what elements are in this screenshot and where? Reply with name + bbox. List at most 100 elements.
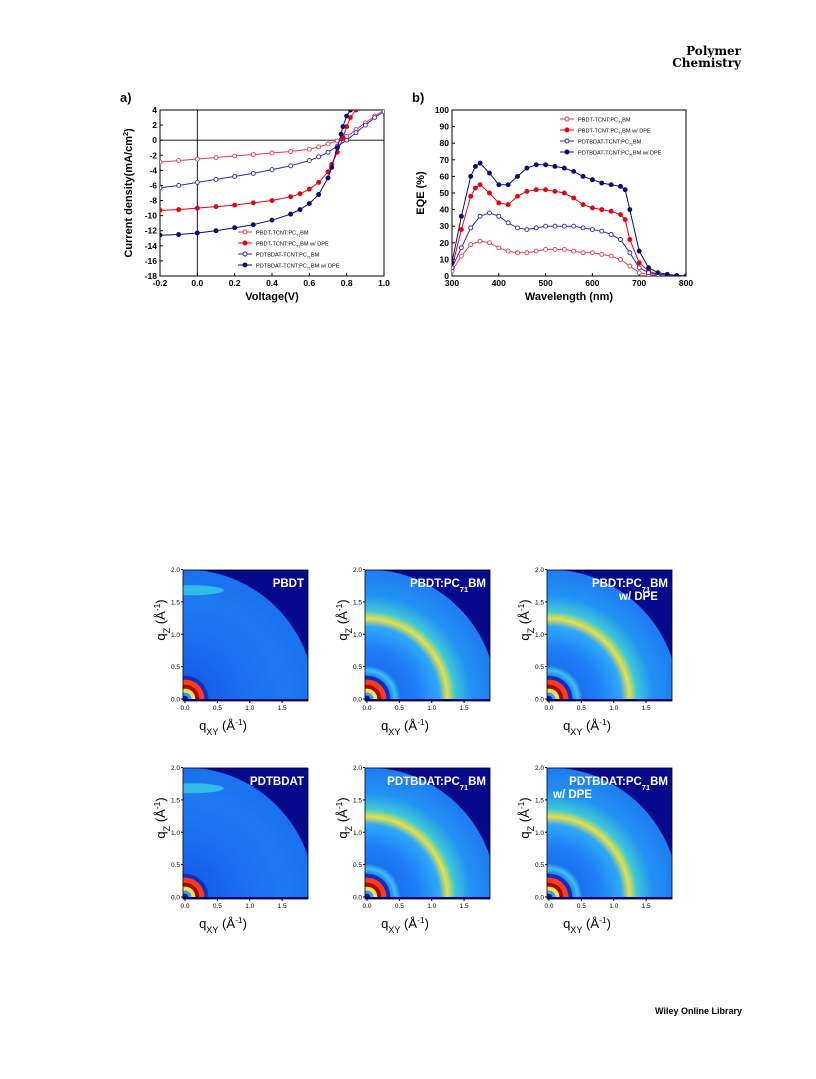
scattering-disk <box>365 768 490 899</box>
jv-chart: a) -0.2 0.0 0.2 0.4 0.6 0.8 1.0 4 2 0 -2 -4 -6 -8 -10 -1… <box>120 90 390 303</box>
x-axis-label: qXY (Å-1) <box>199 717 247 737</box>
data-point <box>269 150 275 156</box>
giwaxs-panel: PBDT:PC71BM 0.0 0.5 1.0 1.5 0.0 0.5 1.0 1.5 2.0 qX… <box>334 567 491 737</box>
y-tick-label: 0.0 <box>535 697 544 704</box>
giwaxs-title: PBDT:PC71BM <box>592 578 668 594</box>
legend-entry: PDTBDAT-TCNT:PC71BM w/ DPE <box>578 151 662 158</box>
scattering-disk <box>547 570 672 701</box>
horizon <box>547 897 672 899</box>
x-axis-label: qXY (Å-1) <box>381 717 429 737</box>
legend-marker <box>242 262 248 268</box>
data-point <box>194 179 200 185</box>
y-tick-label: 1.0 <box>353 632 362 639</box>
x-tick-label: 0.4 <box>266 278 278 288</box>
data-point <box>618 212 623 218</box>
legend-marker <box>242 251 248 257</box>
x-tick-label: 1.5 <box>642 903 651 910</box>
data-point <box>269 198 275 203</box>
data-point <box>160 232 163 238</box>
data-point <box>646 270 652 276</box>
data-point <box>288 149 294 154</box>
y-tick-label: 1.5 <box>353 599 362 606</box>
data-point <box>250 200 256 206</box>
y-tick-label: -10 <box>145 211 158 221</box>
data-point <box>316 154 322 160</box>
streak <box>183 585 224 596</box>
data-point <box>589 177 595 183</box>
data-point <box>636 260 642 266</box>
data-point <box>160 207 163 213</box>
data-point <box>646 265 652 271</box>
panel-label: b) <box>412 90 424 105</box>
legend-marker <box>564 127 570 133</box>
data-point <box>627 263 633 269</box>
data-point <box>599 228 605 234</box>
data-point <box>353 110 359 113</box>
y-axis-label: EQE (%) <box>415 171 427 215</box>
journal-name: Polymer Chemistry <box>672 45 741 69</box>
data-point <box>194 230 200 236</box>
data-point <box>496 245 502 251</box>
data-point <box>362 122 368 128</box>
data-point <box>608 208 614 214</box>
series-line <box>452 184 686 276</box>
x-tick-label: 1.0 <box>378 278 390 288</box>
data-point <box>160 159 163 165</box>
publisher-footer: Wiley Online Library <box>655 1006 742 1016</box>
y-tick-label: 0.5 <box>171 862 180 869</box>
data-point <box>543 187 549 193</box>
x-tick-label: 1.5 <box>460 903 469 910</box>
data-point <box>340 135 346 141</box>
data-point <box>580 173 586 179</box>
x-tick-label: -0.2 <box>153 278 168 288</box>
series-3 <box>452 210 686 276</box>
data-point <box>608 232 614 237</box>
data-point <box>571 195 577 201</box>
y-axis-label: qZ (Å-1) <box>334 797 354 838</box>
giwaxs-panel: PDTBDAT 0.0 0.5 1.0 1.5 0.0 0.5 1.0 1.5 2.0 qXY (Å… <box>152 765 309 935</box>
x-tick-label: 0.5 <box>395 903 404 910</box>
data-point <box>381 110 384 114</box>
data-point <box>176 183 182 188</box>
data-point <box>329 164 335 170</box>
y-tick-label: 0.5 <box>171 664 180 671</box>
y-axis-label: qZ (Å-1) <box>334 599 354 640</box>
legend-marker <box>564 138 570 144</box>
y-tick-label: 4 <box>152 105 157 115</box>
image-frame <box>546 569 673 702</box>
scattering-disk <box>183 768 308 899</box>
data-point <box>306 146 312 152</box>
data-point <box>561 223 567 229</box>
data-point <box>452 265 455 271</box>
image-frame <box>546 767 673 900</box>
y-tick-label: 0 <box>152 135 157 145</box>
data-point <box>176 232 182 237</box>
data-point <box>325 149 331 155</box>
x-tick-label: 1.0 <box>609 705 618 712</box>
data-point <box>515 250 520 256</box>
y-tick-label: -12 <box>145 226 158 236</box>
x-tick-label: 0.5 <box>213 705 222 712</box>
y-tick-label: 1.0 <box>535 632 544 639</box>
y-axis-label: qZ (Å-1) <box>152 797 172 838</box>
y-axis-label: Current density(mA/cm2) <box>122 128 135 258</box>
data-point <box>618 183 623 189</box>
y-tick-label: -16 <box>145 256 158 266</box>
data-point <box>524 250 530 256</box>
data-point <box>468 225 474 231</box>
data-point <box>561 246 567 252</box>
data-point <box>486 170 492 176</box>
data-point <box>561 165 567 171</box>
y-tick-label: 1.5 <box>535 797 544 804</box>
journal-name-line1: Polymer <box>686 44 741 58</box>
y-tick-label: 2.0 <box>171 567 180 574</box>
scattering-pattern <box>547 570 672 701</box>
data-point <box>316 144 322 150</box>
x-tick-label: 0.8 <box>341 278 353 288</box>
y-tick-label: -8 <box>149 196 157 206</box>
data-point <box>524 165 530 171</box>
data-point <box>477 160 483 166</box>
x-tick-label: 1.0 <box>245 903 254 910</box>
data-point <box>213 176 219 182</box>
